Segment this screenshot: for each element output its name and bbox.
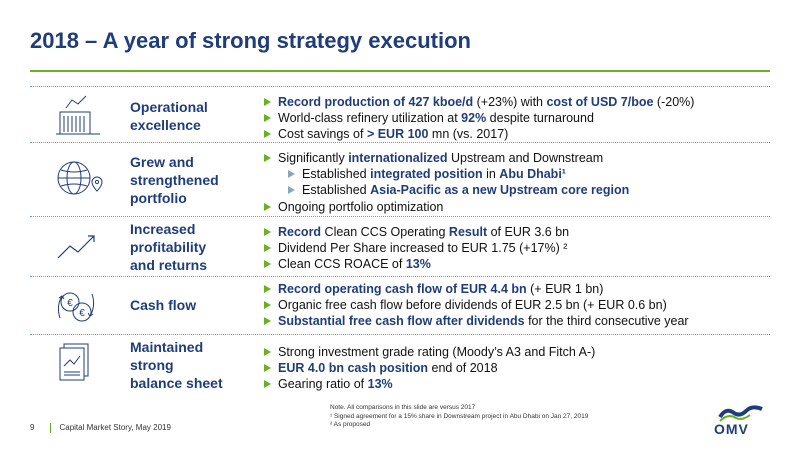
globe-location-icon <box>50 156 110 212</box>
row-separator <box>30 216 770 217</box>
bullet-text: of EUR 3.6 bn <box>487 225 570 239</box>
bullet-text: Established <box>302 183 371 198</box>
euro-cycle-icon: € € <box>50 284 110 340</box>
bullet-text: for the third consecutive year <box>524 314 689 329</box>
section-row-portfolio: Grew and strengthened portfolio Signific… <box>30 142 770 216</box>
bullet-text: Asia-Pacific as a new Upstream core regi… <box>370 183 630 198</box>
slide-title: 2018 – A year of strong strategy executi… <box>30 28 471 53</box>
bullet-text: end of 2018 <box>428 361 498 376</box>
bullet-text: Established <box>302 167 371 182</box>
sub-bullet-item: Established Asia-Pacific as a new Upstre… <box>286 182 629 198</box>
bullet-text: in <box>482 167 500 182</box>
omv-logo-icon <box>716 403 766 443</box>
bullet-text: internationalized <box>348 151 448 165</box>
bullet-item: Organic free cash flow before dividends … <box>262 297 689 313</box>
bullet-text: Dividend Per Share increased to EUR 1.75… <box>278 241 568 256</box>
category-label: Operational excellence <box>130 99 208 133</box>
bullet-item: Record Clean CCS Operating Result of EUR… <box>262 224 569 240</box>
bullet-text: Abu Dhabi¹ <box>499 167 566 182</box>
bullet-text: (-20%) <box>653 95 695 109</box>
bullet-list: Record production of 427 kboe/d (+23%) w… <box>262 94 694 143</box>
category-label: Maintained strong balance sheet <box>130 339 223 391</box>
sub-bullet-item: Established integrated position in Abu D… <box>286 166 629 182</box>
logo-text: OMV <box>714 421 749 437</box>
bullet-text: Clean CCS Operating <box>321 225 449 239</box>
bullet-text: Significantly <box>278 151 349 165</box>
bullet-item: Cost savings of > EUR 100 mn (vs. 2017) <box>262 126 694 142</box>
section-row-balance-sheet: Maintained strong balance sheet Strong i… <box>30 334 770 396</box>
section-row-operational: Operational excellence Record production… <box>30 86 770 142</box>
bullet-item: EUR 4.0 bn cash position end of 2018 <box>262 360 595 376</box>
bullet-text: Clean CCS ROACE of <box>278 257 406 272</box>
bullet-list: Strong investment grade rating (Moody’s … <box>262 344 595 393</box>
bullet-text: Gearing ratio of <box>278 377 368 392</box>
category-label: Cash flow <box>130 297 197 313</box>
footnote: Note. All comparisons in this slide are … <box>330 404 476 411</box>
bullet-text: (+23%) with <box>473 95 547 109</box>
bullet-list: Significantly internationalized Upstream… <box>262 150 629 215</box>
bullet-item: Record operating cash flow of EUR 4.4 bn… <box>262 281 689 297</box>
bullet-text: integrated position <box>370 167 483 182</box>
bullet-text: Ongoing portfolio optimization <box>278 199 444 214</box>
row-separator <box>30 86 770 87</box>
svg-text:€: € <box>79 308 85 319</box>
bullet-text: Record production of 427 kboe/d <box>278 95 474 109</box>
category-label: Grew and strengthened portfolio <box>130 154 219 206</box>
svg-text:€: € <box>67 298 73 309</box>
bullet-text: despite turnaround <box>486 111 594 126</box>
bullet-text: mn (vs. 2017) <box>428 127 509 142</box>
row-separator <box>30 276 770 277</box>
footnotes: Note. All comparisons in this slide are … <box>330 404 588 430</box>
bullet-text: Substantial free cash flow after dividen… <box>278 314 525 329</box>
bullet-item: Dividend Per Share increased to EUR 1.75… <box>262 240 569 256</box>
bullet-text: EUR 4.0 bn cash position <box>278 361 429 376</box>
bullet-item: World-class refinery utilization at 92% … <box>262 110 694 126</box>
bullet-list: Record Clean CCS Operating Result of EUR… <box>262 224 569 273</box>
slide-footer: 9 Capital Market Story, May 2019 <box>30 423 171 433</box>
bullet-text: Strong investment grade rating (Moody’s … <box>278 345 596 359</box>
bullet-text: cost of USD 7/boe <box>546 95 654 109</box>
bullet-text: 13% <box>367 377 393 392</box>
bullet-text: Result <box>448 225 488 239</box>
bullet-text: Cost savings of <box>278 127 367 142</box>
footnote: ¹ Signed agreement for a 15% share in Do… <box>330 412 589 420</box>
bullet-text: 13% <box>405 257 431 272</box>
bullet-item: Record production of 427 kboe/d (+23%) w… <box>262 94 694 110</box>
bullet-text: World-class refinery utilization at <box>278 111 462 126</box>
bullet-text: Organic free cash flow before dividends … <box>278 298 667 313</box>
bullet-text: (+ EUR 1 bn) <box>526 282 604 296</box>
bullet-text: Record operating cash flow of EUR 4.4 bn <box>278 282 527 296</box>
bullet-item: Strong investment grade rating (Moody’s … <box>262 344 595 360</box>
report-documents-icon <box>50 340 110 396</box>
title-underline <box>30 70 770 72</box>
page-number: 9 <box>30 423 35 433</box>
bullet-item: Clean CCS ROACE of 13% <box>262 256 569 272</box>
row-separator <box>30 334 770 335</box>
bullet-text: 92% <box>461 111 487 126</box>
footer-divider <box>50 423 52 433</box>
section-row-profitability: Increased profitability and returns Reco… <box>30 216 770 276</box>
bullet-list: Record operating cash flow of EUR 4.4 bn… <box>262 281 689 330</box>
bullet-text: Record <box>278 225 322 239</box>
footer-text: Capital Market Story, May 2019 <box>59 423 171 433</box>
bullet-item: Gearing ratio of 13% <box>262 376 595 392</box>
bullet-item: Significantly internationalized Upstream… <box>262 150 629 166</box>
factory-chart-icon <box>50 94 110 150</box>
row-separator <box>30 142 770 143</box>
bullet-item: Substantial free cash flow after dividen… <box>262 313 689 329</box>
trend-up-icon <box>50 226 110 282</box>
footnote: ² As proposed <box>330 421 371 428</box>
bullet-text: Upstream and Downstream <box>447 151 604 165</box>
section-row-cashflow: € € Cash flow Record operating cash flow… <box>30 276 770 334</box>
bullet-item: Ongoing portfolio optimization <box>262 199 629 215</box>
category-label: Increased profitability and returns <box>130 221 208 273</box>
bullet-text: > EUR 100 <box>366 127 429 142</box>
